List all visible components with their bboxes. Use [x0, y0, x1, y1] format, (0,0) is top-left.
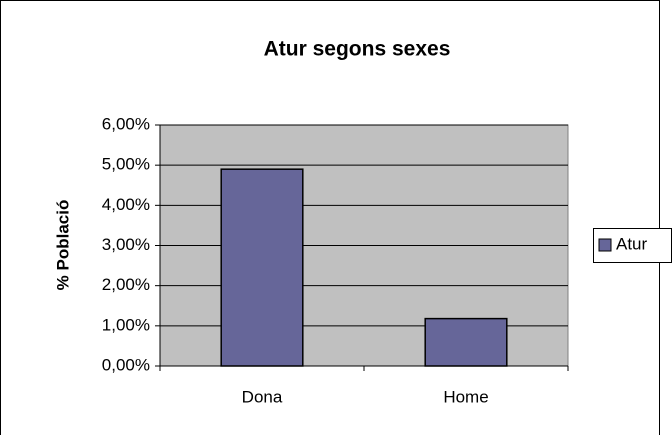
- y-tick-label: 3,00%: [102, 235, 150, 254]
- y-axis-label: % Població: [53, 200, 72, 291]
- bar: [424, 317, 508, 367]
- y-tick-label: 5,00%: [102, 155, 150, 174]
- y-tick-label: 1,00%: [102, 315, 150, 334]
- legend-label: Atur: [616, 234, 648, 253]
- y-tick-label: 2,00%: [102, 275, 150, 294]
- bar: [220, 168, 304, 367]
- x-tick-label: Dona: [242, 387, 283, 406]
- y-tick-label: 0,00%: [102, 355, 150, 374]
- legend-box: [593, 228, 672, 263]
- y-tick-label: 6,00%: [102, 114, 150, 133]
- legend-swatch: [598, 238, 612, 252]
- y-tick-label: 4,00%: [102, 195, 150, 214]
- x-tick-label: Home: [443, 387, 488, 406]
- chart-title: Atur segons sexes: [264, 38, 451, 61]
